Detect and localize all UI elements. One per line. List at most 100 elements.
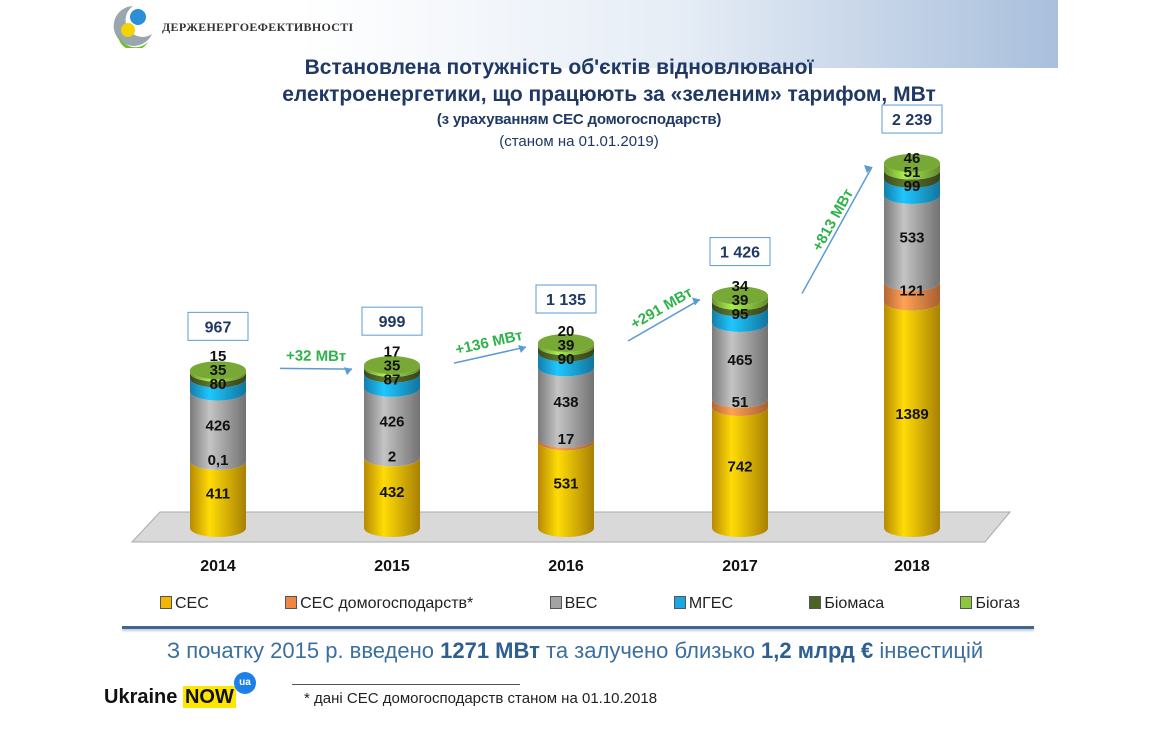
footnote-rule xyxy=(292,684,520,685)
total-label: 967 xyxy=(205,319,232,336)
legend-swatch xyxy=(285,596,298,609)
bar-top xyxy=(190,361,246,380)
segment-label: 17 xyxy=(384,344,401,361)
arrow-head xyxy=(344,367,352,376)
brand-text: Ukraine xyxy=(104,686,183,708)
growth-label: +813 МВт xyxy=(809,186,857,254)
bar-segment-Біогаз xyxy=(364,365,421,377)
segment-label: 46 xyxy=(904,150,921,167)
x-tick-label: 2016 xyxy=(548,558,584,575)
legend-swatch xyxy=(809,596,822,609)
segment-label: 20 xyxy=(558,323,575,340)
bar-segment-Біомаса xyxy=(712,301,768,317)
segment-label: 35 xyxy=(384,358,401,375)
bar-segment-МГЕС xyxy=(190,378,247,401)
segment-label: 34 xyxy=(732,278,749,295)
ukraine-now-logo: Ukraine NOW ua xyxy=(104,672,256,709)
legend-item: ВЕС xyxy=(549,595,598,613)
bar-segment-Біомаса xyxy=(364,367,421,383)
segment-label: 742 xyxy=(727,459,752,476)
segment-label: 426 xyxy=(379,414,404,431)
chart: 4110,14268035152014967432242687351720159… xyxy=(130,104,1012,575)
bar-segment-МГЕС xyxy=(712,307,768,332)
bar-top xyxy=(364,356,420,375)
bar-top xyxy=(712,286,768,305)
arrow-head xyxy=(864,165,872,174)
bar-segment-СЕС домогосподарств* xyxy=(884,281,940,311)
bar-segment-ВЕС xyxy=(190,391,247,470)
brand-badge: ua xyxy=(234,672,256,694)
bar-segment-Біомаса xyxy=(538,346,594,362)
divider xyxy=(122,626,1034,629)
legend-label: МГЕС xyxy=(688,595,734,612)
growth-arrow xyxy=(279,367,353,370)
chart-title-line2: електроенергетики, що працюють за «зелен… xyxy=(282,83,936,106)
legend-label: ВЕС xyxy=(564,595,598,612)
bar-top xyxy=(538,333,594,352)
segment-label: 39 xyxy=(732,292,749,309)
legend-swatch xyxy=(960,596,973,609)
legend-label: Біогаз xyxy=(975,595,1020,612)
summary-part: та залучено близько xyxy=(539,638,762,663)
legend-item: Біомаса xyxy=(809,595,884,613)
total-box xyxy=(881,104,943,134)
bar-segment-Біогаз xyxy=(712,295,768,311)
brand-now: NOW xyxy=(182,686,236,708)
bar-segment-ВЕС xyxy=(884,194,940,291)
legend-swatch xyxy=(549,596,562,609)
bar-segment-Біомаса xyxy=(190,372,247,388)
header-band xyxy=(300,0,1058,68)
growth-arrow xyxy=(453,346,527,364)
legend-item: МГЕС xyxy=(673,595,734,613)
segment-label: 438 xyxy=(553,394,578,411)
total-label: 1 426 xyxy=(720,245,760,262)
growth-label: +136 МВт xyxy=(454,327,524,359)
legend-item: Біогаз xyxy=(960,595,1020,613)
segment-label: 432 xyxy=(379,484,404,501)
segment-label: 17 xyxy=(558,431,575,448)
growth-label: +32 МВт xyxy=(286,347,346,365)
x-tick-label: 2014 xyxy=(200,558,236,575)
legend: СЕС СЕС домогосподарств* ВЕС МГЕС Біомаса Біо… xyxy=(160,595,1020,613)
segment-label: 2 xyxy=(388,448,396,465)
total-box xyxy=(361,306,423,336)
growth-arrow xyxy=(801,166,873,294)
segment-label: 426 xyxy=(205,417,230,434)
legend-item: СЕС домогосподарств* xyxy=(285,595,473,613)
summary-mw: 1271 МВт xyxy=(440,638,540,663)
bar-segment-Біомаса xyxy=(884,170,940,188)
bar-segment-Біогаз xyxy=(190,370,247,382)
summary-investment: 1,2 млрд € xyxy=(761,638,874,663)
bar-segment-СЕС xyxy=(884,301,940,537)
segment-label: 39 xyxy=(558,337,575,354)
x-tick-label: 2017 xyxy=(722,558,758,575)
legend-item: СЕС xyxy=(160,595,209,613)
legend-swatch xyxy=(160,596,172,609)
org-name: ДЕРЖЕНЕРГОЕФЕКТИВНОСТІ xyxy=(162,20,354,34)
growth-arrow xyxy=(627,298,701,342)
bar-top xyxy=(884,154,940,173)
summary-part: З початку 2015 р. введено xyxy=(166,638,441,663)
chart-subtitle: (з урахуванням СЕС домогосподарств) xyxy=(436,111,722,128)
arrow-head xyxy=(518,344,526,353)
bar-segment-СЕС xyxy=(712,407,768,537)
bar-segment-ВЕС xyxy=(712,322,768,408)
segment-label: 121 xyxy=(899,283,924,300)
segment-label: 1389 xyxy=(895,406,928,423)
segment-label: 465 xyxy=(727,352,752,369)
bar-segment-ВЕС xyxy=(364,387,421,467)
segment-label: 99 xyxy=(904,178,921,195)
bar-segment-ВЕС xyxy=(538,367,594,448)
bar-segment-СЕС xyxy=(538,441,594,537)
total-box xyxy=(187,311,249,341)
total-label: 2 239 xyxy=(892,112,932,129)
segment-label: 87 xyxy=(384,372,401,389)
chart-date-note: (станом на 01.01.2019) xyxy=(499,133,659,150)
bar-segment-Біогаз xyxy=(538,342,594,356)
segment-label: 51 xyxy=(732,394,749,411)
total-label: 1 135 xyxy=(546,292,586,309)
